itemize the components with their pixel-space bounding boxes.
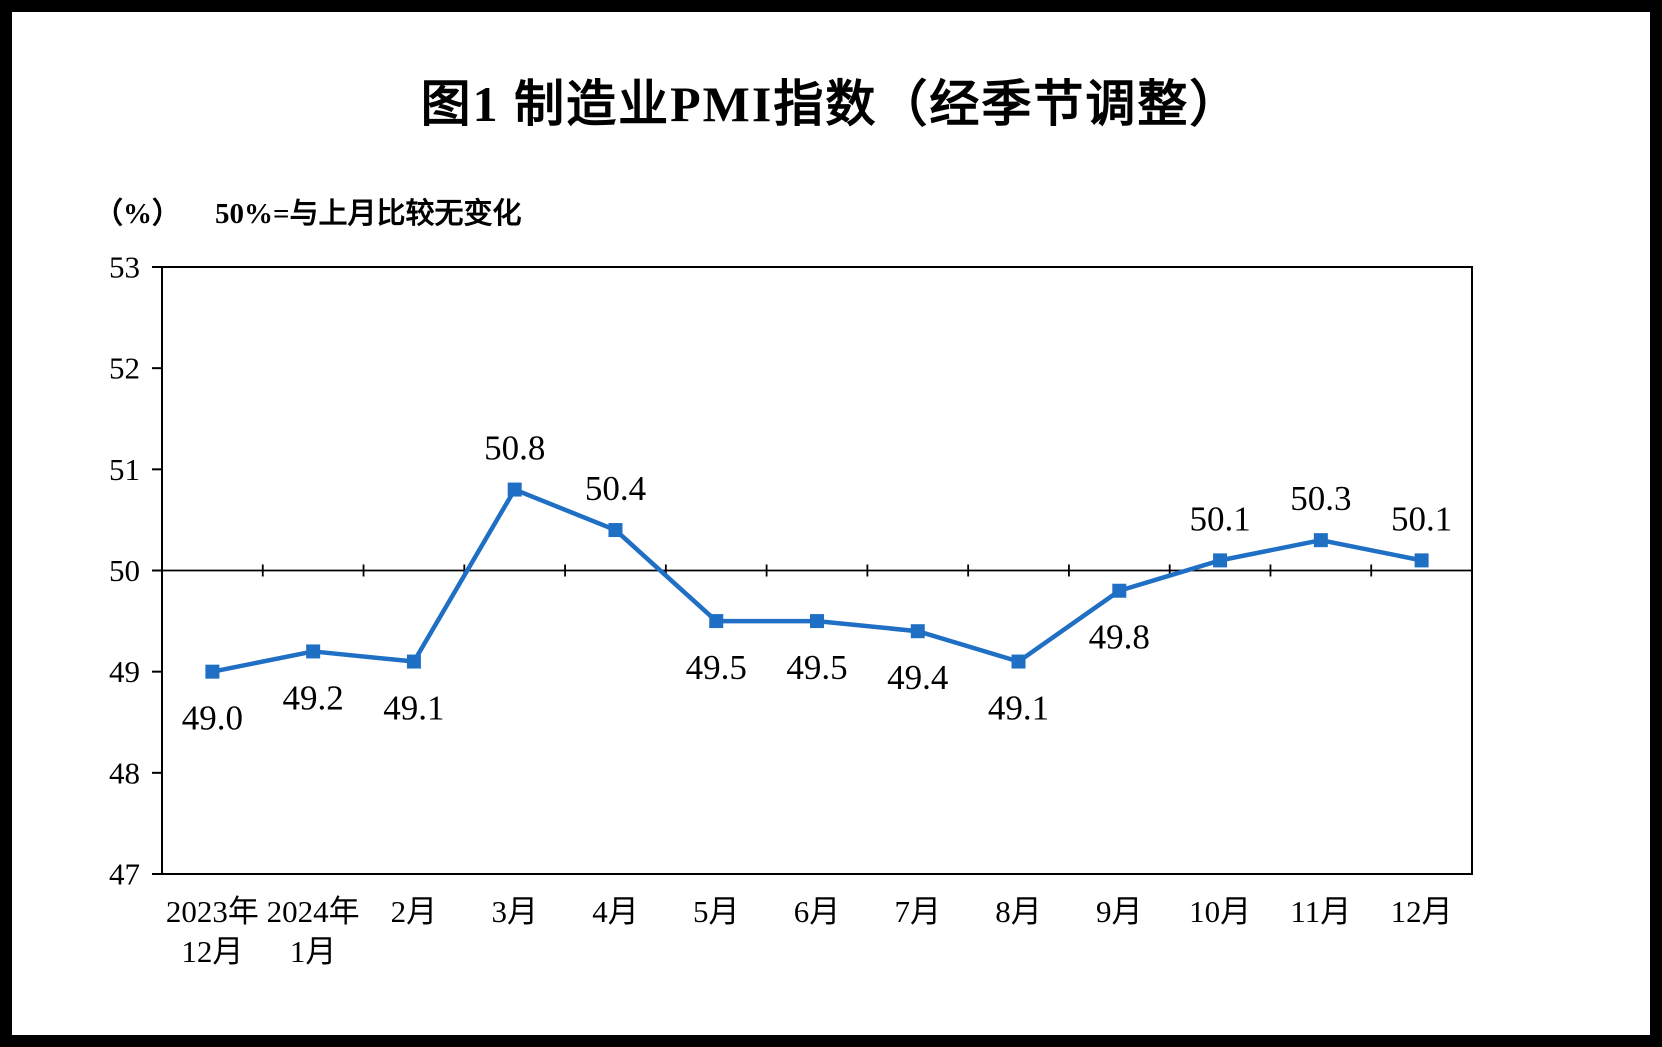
y-axis-unit-label: （%） — [94, 198, 182, 230]
y-axis-label: 47 — [109, 857, 140, 892]
x-axis-label: 12月 — [1391, 894, 1453, 929]
data-point-marker — [1414, 553, 1429, 568]
data-point-label: 49.4 — [887, 658, 948, 697]
x-axis-label: 5月 — [693, 894, 740, 929]
data-point-label: 49.8 — [1089, 618, 1150, 657]
data-point-label: 49.5 — [686, 648, 747, 687]
data-point-label: 49.1 — [383, 689, 444, 728]
x-axis-label: 6月 — [794, 894, 841, 929]
x-axis-label: 10月 — [1189, 894, 1251, 929]
data-point-marker — [1112, 583, 1127, 598]
y-axis-label: 50 — [109, 553, 140, 588]
y-axis-label: 49 — [109, 654, 140, 689]
data-point-marker — [1313, 533, 1328, 548]
y-axis-label: 53 — [109, 250, 140, 285]
data-point-marker — [910, 624, 925, 639]
data-point-label: 50.4 — [585, 469, 646, 508]
x-axis-label: 2024年 1月 — [267, 894, 360, 969]
x-axis-label: 8月 — [995, 894, 1042, 929]
x-axis-label: 11月 — [1290, 894, 1351, 929]
data-point-marker — [1213, 553, 1228, 568]
chart-subtitle: （%） 50%=与上月比较无变化 — [94, 190, 522, 232]
data-point-label: 50.8 — [484, 429, 545, 468]
data-point-marker — [1011, 654, 1026, 669]
reference-line-note: 50%=与上月比较无变化 — [215, 198, 522, 230]
data-point-marker — [507, 482, 522, 497]
data-point-label: 49.2 — [283, 678, 344, 717]
data-point-label: 49.5 — [786, 648, 847, 687]
x-axis-label: 2023年 12月 — [166, 894, 259, 969]
data-point-label: 50.3 — [1290, 479, 1351, 518]
data-point-marker — [205, 664, 220, 679]
data-point-label: 49.0 — [182, 699, 243, 738]
y-axis-label: 52 — [109, 351, 140, 386]
y-axis-label: 48 — [109, 755, 140, 790]
data-point-label: 50.1 — [1189, 499, 1250, 538]
data-point-label: 49.1 — [988, 689, 1049, 728]
data-point-marker — [406, 654, 421, 669]
y-axis-label: 51 — [109, 452, 140, 487]
x-axis-label: 9月 — [1096, 894, 1143, 929]
x-axis-label: 3月 — [491, 894, 538, 929]
data-point-marker — [608, 523, 623, 538]
data-point-marker — [709, 614, 724, 629]
x-axis-label: 2月 — [391, 894, 438, 929]
chart-title: 图1 制造业PMI指数（经季节调整） — [420, 76, 1242, 132]
data-point-marker — [810, 614, 824, 629]
x-axis-label: 7月 — [895, 894, 942, 929]
data-point-marker — [306, 644, 321, 659]
data-point-label: 50.1 — [1391, 499, 1452, 538]
x-axis-label: 4月 — [592, 894, 639, 929]
